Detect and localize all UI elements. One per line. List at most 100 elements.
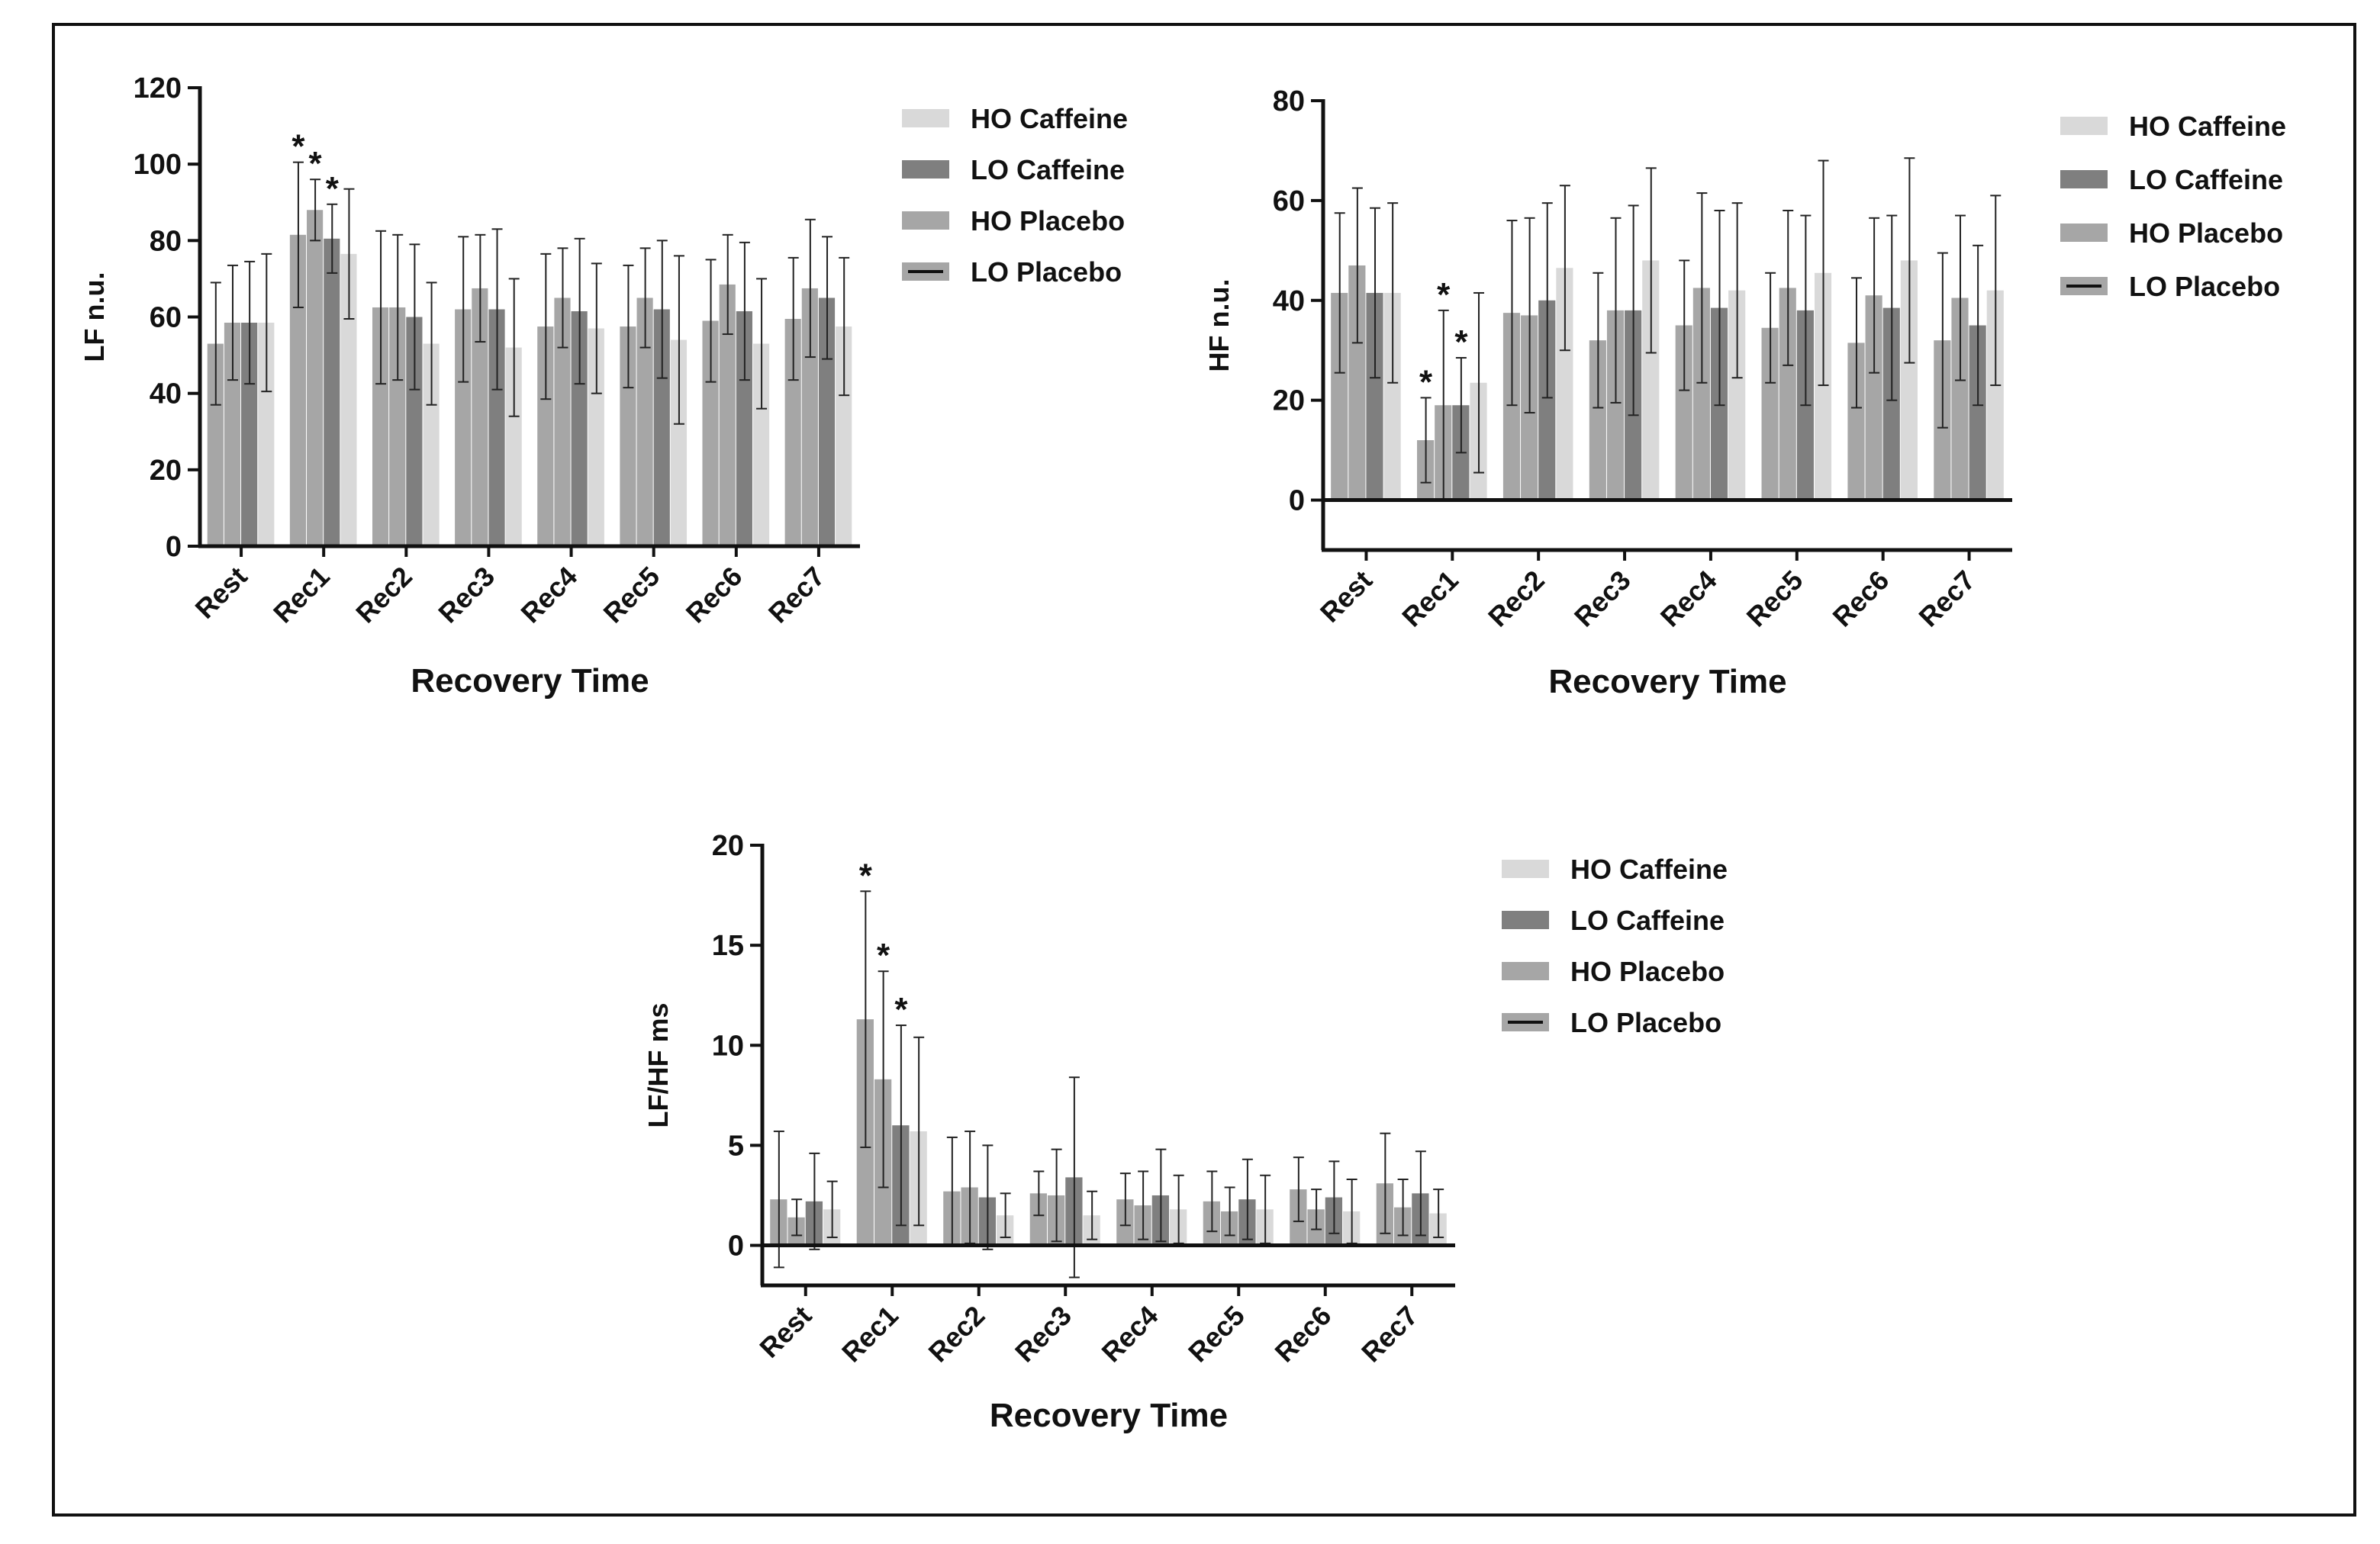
y-tick-label: 60 bbox=[1273, 185, 1305, 217]
x-tick-label: Rec1 bbox=[1396, 565, 1464, 633]
y-tick-label: 40 bbox=[150, 378, 182, 410]
bar-ho-placebo-rec4 bbox=[1692, 288, 1710, 500]
significance-marker: * bbox=[1419, 363, 1433, 400]
legend-label: LO Placebo bbox=[971, 256, 1122, 288]
bar-lo-caffeine-rec5 bbox=[653, 309, 670, 546]
bar-lo-caffeine-rest bbox=[241, 323, 258, 546]
x-tick-label: Rec7 bbox=[1355, 1300, 1424, 1369]
x-tick-label: Rec2 bbox=[349, 561, 418, 629]
significance-marker: * bbox=[1454, 323, 1468, 361]
bar-lo-caffeine-rec3 bbox=[488, 309, 505, 546]
y-tick-label: 5 bbox=[728, 1130, 744, 1162]
bar-ho-caffeine-rec4 bbox=[1728, 290, 1746, 500]
y-tick-label: 0 bbox=[1289, 485, 1305, 517]
significance-marker: * bbox=[859, 857, 873, 894]
bar-ho-caffeine-rec3 bbox=[1642, 260, 1660, 500]
legend-swatch bbox=[2060, 224, 2108, 242]
x-tick-label: Rec1 bbox=[836, 1300, 904, 1369]
bar-lo-placebo-rec4 bbox=[1675, 325, 1692, 500]
legend-label: LO Caffeine bbox=[1570, 905, 1725, 936]
bar-lo-placebo-rec4 bbox=[537, 326, 554, 546]
y-tick-label: 0 bbox=[166, 531, 182, 563]
y-tick-label: 100 bbox=[134, 149, 182, 181]
legend-label: HO Placebo bbox=[971, 205, 1125, 236]
bar-ho-caffeine-rec2 bbox=[1556, 268, 1573, 500]
bar-lo-placebo-rec2 bbox=[1502, 313, 1521, 500]
x-tick-label: Rec6 bbox=[1826, 565, 1895, 633]
x-tick-label: Rec4 bbox=[1096, 1300, 1164, 1369]
bar-lo-placebo-rec1 bbox=[289, 234, 307, 546]
bar-ho-placebo-rec7 bbox=[1951, 298, 1969, 500]
significance-marker: * bbox=[309, 145, 323, 182]
legend-swatch bbox=[2060, 170, 2108, 188]
x-axis-title: Recovery Time bbox=[411, 662, 649, 700]
legend-swatch bbox=[902, 211, 949, 230]
legend-label: HO Placebo bbox=[2129, 217, 2283, 249]
x-tick-label: Rest bbox=[189, 561, 253, 625]
bar-ho-placebo-rec5 bbox=[636, 298, 653, 546]
bar-ho-placebo-rec7 bbox=[801, 288, 818, 546]
bar-lo-placebo-rest bbox=[207, 343, 224, 546]
significance-marker: * bbox=[291, 128, 305, 166]
y-tick-label: 15 bbox=[712, 930, 744, 962]
legend-swatch bbox=[2060, 117, 2108, 135]
bar-ho-placebo-rest bbox=[1348, 265, 1366, 500]
legend-label: LO Placebo bbox=[1570, 1007, 1721, 1038]
significance-marker: * bbox=[894, 991, 908, 1028]
bar-ho-caffeine-rec6 bbox=[752, 343, 770, 546]
bar-lo-caffeine-rec2 bbox=[1538, 300, 1556, 500]
bar-ho-placebo-rec3 bbox=[472, 288, 488, 546]
significance-marker: * bbox=[877, 937, 890, 974]
bar-ho-placebo-rec1 bbox=[307, 210, 324, 546]
legend-label: LO Placebo bbox=[2129, 271, 2280, 302]
bar-ho-caffeine-rec1 bbox=[340, 253, 357, 546]
bar-ho-placebo-rec5 bbox=[1779, 288, 1796, 500]
legend-swatch bbox=[1502, 962, 1549, 980]
legend-swatch bbox=[1502, 911, 1549, 929]
legend-swatch bbox=[902, 109, 949, 127]
legend-swatch bbox=[1502, 860, 1549, 878]
bar-lo-placebo-rec2 bbox=[372, 307, 389, 546]
bar-ho-caffeine-rest bbox=[1383, 292, 1401, 500]
legend-label: HO Caffeine bbox=[971, 103, 1128, 134]
x-tick-label: Rest bbox=[1314, 565, 1378, 629]
y-tick-label: 60 bbox=[150, 302, 182, 334]
x-tick-label: Rec7 bbox=[762, 561, 831, 629]
legend-label: HO Caffeine bbox=[1570, 854, 1728, 885]
x-tick-label: Rec5 bbox=[597, 561, 665, 629]
bar-lo-caffeine-rec6 bbox=[736, 310, 752, 546]
bar-ho-caffeine-rec6 bbox=[1900, 260, 1918, 500]
bar-lo-caffeine-rec6 bbox=[1882, 307, 1900, 500]
x-tick-label: Rec2 bbox=[923, 1300, 991, 1369]
bar-ho-caffeine-rec2 bbox=[423, 343, 440, 546]
bar-ho-caffeine-rec7 bbox=[1986, 290, 2004, 500]
bar-lo-placebo-rec7 bbox=[784, 319, 801, 546]
x-tick-label: Rec3 bbox=[432, 561, 501, 629]
x-tick-label: Rec4 bbox=[514, 561, 583, 629]
bar-ho-caffeine-rec5 bbox=[670, 339, 688, 546]
bar-lo-caffeine-rec1 bbox=[324, 238, 340, 546]
y-tick-label: 10 bbox=[712, 1030, 744, 1062]
x-tick-label: Rec6 bbox=[680, 561, 749, 629]
bar-lo-caffeine-rest bbox=[1366, 292, 1383, 500]
bar-lo-placebo-rec3 bbox=[1589, 340, 1606, 500]
bar-ho-caffeine-rec5 bbox=[1814, 272, 1832, 500]
bar-lo-caffeine-rec4 bbox=[571, 310, 588, 546]
legend-label: HO Placebo bbox=[1570, 956, 1725, 987]
figure-border bbox=[52, 23, 2356, 1517]
y-axis-title: HF n.u. bbox=[1203, 279, 1235, 372]
bar-lo-placebo-rec5 bbox=[1761, 327, 1779, 500]
x-tick-label: Rec1 bbox=[267, 561, 336, 629]
bar-lo-placebo-rec6 bbox=[702, 320, 719, 546]
bar-ho-placebo-rest bbox=[224, 323, 241, 546]
y-tick-label: 20 bbox=[150, 455, 182, 487]
bar-lo-placebo-rest bbox=[1331, 292, 1348, 500]
bar-ho-placebo-rec6 bbox=[1865, 295, 1882, 500]
legend-swatch bbox=[902, 160, 949, 179]
bar-lo-caffeine-rec2 bbox=[406, 317, 423, 546]
bar-ho-caffeine-rec3 bbox=[505, 347, 522, 546]
